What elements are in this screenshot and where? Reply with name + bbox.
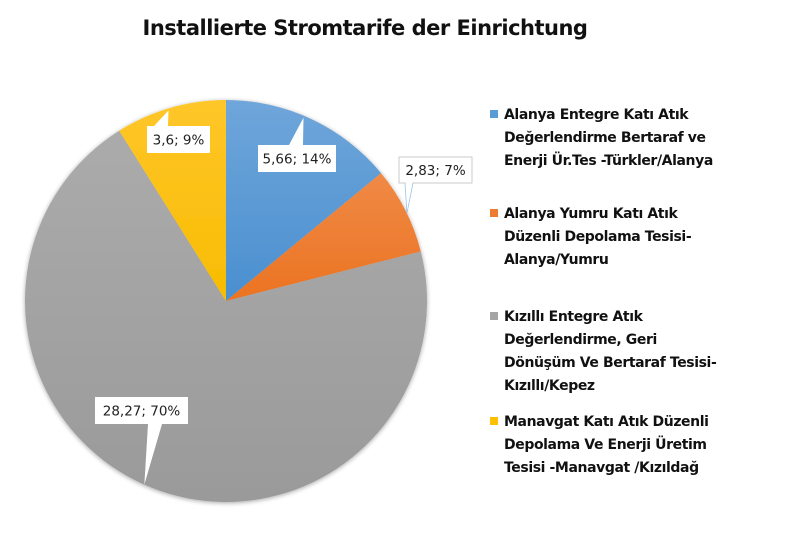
legend-swatch-icon xyxy=(490,209,498,217)
callout-pointer xyxy=(154,110,169,126)
legend-label: Kızıllı Entegre Atık Değerlendirme, Geri… xyxy=(504,309,717,394)
legend-item: Kızıllı Entegre Atık Değerlendirme, Geri… xyxy=(490,306,784,398)
legend-swatch-icon xyxy=(490,110,498,118)
callout-box xyxy=(95,397,188,424)
data-label-callout: 28,27; 70% xyxy=(95,397,188,485)
legend-label: Manavgat Katı Atık Düzenli Depolama Ve E… xyxy=(504,414,709,476)
legend-label: Alanya Yumru Katı Atık Düzenli Depolama … xyxy=(504,206,692,268)
legend-item: Manavgat Katı Atık Düzenli Depolama Ve E… xyxy=(490,411,784,480)
data-label-callout: 5,66; 14% xyxy=(258,117,336,172)
chart-title: Installierte Stromtarife der Einrichtung xyxy=(142,16,588,40)
data-label: 5,66; 14% xyxy=(263,152,332,168)
legend-item: Alanya Yumru Katı Atık Düzenli Depolama … xyxy=(490,203,784,272)
pie-slice xyxy=(226,173,421,301)
legend-label: Alanya Entegre Katı Atık Değerlendirme B… xyxy=(504,107,713,169)
data-label-callout: 3,6; 9% xyxy=(147,110,210,153)
callout-box xyxy=(258,145,336,172)
legend-swatch-icon xyxy=(490,312,498,320)
data-label: 3,6; 9% xyxy=(153,133,205,149)
callout-box xyxy=(398,156,473,184)
legend-swatch-icon xyxy=(490,417,498,425)
data-label: 28,27; 70% xyxy=(103,404,181,420)
legend-item: Alanya Entegre Katı Atık Değerlendirme B… xyxy=(490,104,784,173)
callout-box xyxy=(147,126,210,153)
data-label-callout: 2,83; 7% xyxy=(398,156,473,214)
callout-pointer xyxy=(404,182,414,214)
callout-pointer xyxy=(289,117,304,145)
callout-pointer xyxy=(144,424,162,485)
data-label: 2,83; 7% xyxy=(405,163,465,179)
